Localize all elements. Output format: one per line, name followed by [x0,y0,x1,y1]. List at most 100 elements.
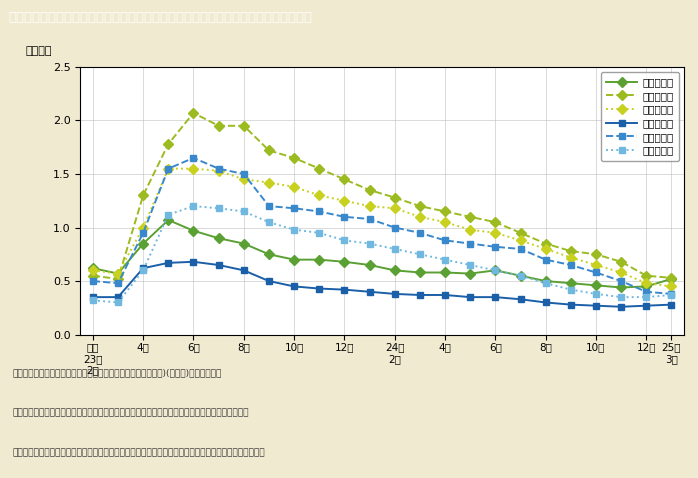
宮城県女性 [517,230,525,236]
宮城県女性 [491,219,500,225]
岩手県女性 [290,257,298,262]
岩手県男性 [365,289,373,294]
宮城県女性 [315,166,323,172]
福島県女性 [315,193,323,198]
宮城県女性 [391,195,399,200]
岩手県女性 [89,265,97,271]
宮城県女性 [114,276,122,282]
岩手県男性 [290,283,298,289]
宮城県女性 [164,141,172,147]
福島県女性 [164,166,172,172]
岩手県女性 [265,251,273,257]
岩手県男性 [592,303,600,309]
岩手県女性 [416,270,424,275]
宮城県男性 [139,230,147,236]
岩手県女性 [365,262,373,268]
福島県女性 [466,227,475,232]
福島県女性 [642,280,651,286]
宮城県女性 [542,241,550,247]
Text: ３．雇用保険の数値は自発的失業や定年退職、その他特例（休業、一時離職）対象分も含む。: ３．雇用保険の数値は自発的失業や定年退職、その他特例（休業、一時離職）対象分も含… [13,448,265,457]
岩手県女性 [441,270,450,275]
福島県男性 [416,251,424,257]
岩手県男性 [491,294,500,300]
岩手県男性 [667,302,676,307]
岩手県女性 [667,276,676,282]
Line: 宮城県女性: 宮城県女性 [89,109,675,282]
岩手県男性 [617,304,625,310]
福島県男性 [592,291,600,297]
岩手県男性 [517,296,525,302]
岩手県男性 [114,294,122,300]
Text: 第１－８－７図　岩手県・宮城県・福島県の雇用保険受給者実人員の推移（男女別）: 第１－８－７図 岩手県・宮城県・福島県の雇用保険受給者実人員の推移（男女別） [8,11,313,24]
福島県男性 [567,287,575,293]
福島県男性 [642,294,651,300]
宮城県女性 [416,203,424,209]
福島県男性 [265,219,273,225]
岩手県女性 [542,278,550,284]
岩手県男性 [542,300,550,305]
宮城県女性 [466,214,475,220]
岩手県女性 [567,280,575,286]
宮城県男性 [441,238,450,243]
福島県男性 [617,294,625,300]
岩手県女性 [114,271,122,276]
宮城県男性 [340,214,348,220]
福島県女性 [189,166,198,172]
宮城県女性 [214,123,223,129]
福島県男性 [466,262,475,268]
岩手県男性 [89,294,97,300]
福島県女性 [667,283,676,289]
岩手県男性 [189,259,198,265]
岩手県男性 [416,292,424,298]
福島県女性 [542,246,550,252]
岩手県男性 [642,303,651,309]
宮城県男性 [542,257,550,262]
岩手県女性 [164,217,172,223]
福島県女性 [517,238,525,243]
Line: 岩手県男性: 岩手県男性 [89,258,675,310]
福島県男性 [667,292,676,298]
岩手県女性 [239,241,248,247]
岩手県女性 [491,268,500,273]
福島県男性 [391,246,399,252]
福島県女性 [416,214,424,220]
宮城県男性 [617,278,625,284]
福島県男性 [290,227,298,232]
福島県男性 [89,297,97,303]
福島県男性 [315,230,323,236]
岩手県男性 [391,291,399,297]
Line: 福島県女性: 福島県女性 [89,165,675,290]
宮城県女性 [239,123,248,129]
宮城県女性 [189,110,198,116]
宮城県女性 [290,155,298,161]
宮城県女性 [265,148,273,153]
Line: 宮城県男性: 宮城県男性 [89,154,675,297]
Line: 岩手県女性: 岩手県女性 [89,217,675,291]
Text: （備考）　１．厚生労働省「被災３県の現在の雇用状況（月次)(男女別)」より作成。: （備考） １．厚生労働省「被災３県の現在の雇用状況（月次)(男女別)」より作成。 [13,368,222,377]
宮城県女性 [89,273,97,279]
宮城県男性 [416,230,424,236]
岩手県男性 [265,278,273,284]
宮城県女性 [592,251,600,257]
宮城県男性 [315,208,323,214]
宮城県男性 [89,278,97,284]
岩手県男性 [315,286,323,292]
宮城県女性 [139,193,147,198]
福島県女性 [265,180,273,185]
福島県女性 [491,230,500,236]
福島県男性 [214,206,223,211]
宮城県男性 [592,270,600,275]
福島県女性 [139,225,147,230]
宮城県男性 [239,171,248,177]
福島県女性 [365,203,373,209]
岩手県男性 [214,262,223,268]
福島県女性 [290,184,298,190]
宮城県女性 [667,275,676,281]
福島県女性 [89,268,97,273]
宮城県男性 [114,280,122,286]
宮城県男性 [265,203,273,209]
岩手県男性 [239,268,248,273]
宮城県女性 [567,248,575,254]
岩手県男性 [466,294,475,300]
岩手県男性 [441,292,450,298]
